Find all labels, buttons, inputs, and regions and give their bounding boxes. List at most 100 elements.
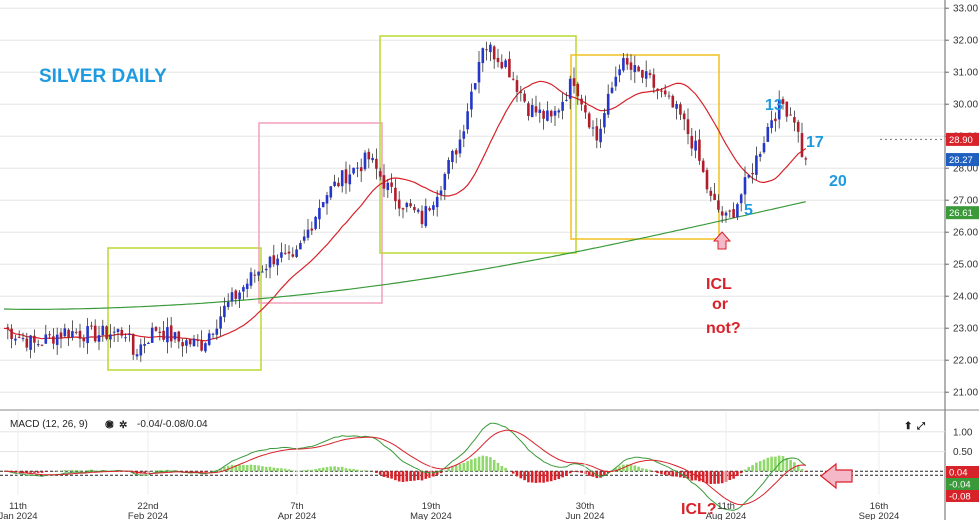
y-tick-label: 25.00 xyxy=(953,260,978,271)
macd-histogram-bar xyxy=(796,464,800,472)
count-5-label: 5 xyxy=(744,202,753,219)
macd-settings-icon[interactable]: ✲ xyxy=(119,420,127,431)
macd-histogram-bar xyxy=(238,464,241,472)
macd-histogram-bar xyxy=(33,471,36,473)
macd-histogram-bar xyxy=(774,456,777,472)
candle-body xyxy=(230,292,234,302)
macd-histogram-bar xyxy=(481,455,485,472)
candles xyxy=(6,41,808,362)
macd-histogram-bar xyxy=(682,471,686,478)
candle-body xyxy=(447,159,450,174)
icl-line-2: or xyxy=(712,296,728,313)
macd-histogram-bar xyxy=(625,464,629,472)
macd-histogram-bar xyxy=(378,471,382,475)
candle-body xyxy=(439,190,443,195)
candle-body xyxy=(150,327,154,343)
candle-body xyxy=(139,344,143,356)
candle-body xyxy=(10,328,13,339)
candle-body xyxy=(329,186,333,198)
candle-body xyxy=(686,119,690,135)
macd-histogram-bar xyxy=(679,471,682,478)
macd-pointer-arrow-icon xyxy=(820,462,853,490)
candle-body xyxy=(359,167,363,172)
macd-histogram-bar xyxy=(21,471,25,473)
macd-histogram-bar xyxy=(223,466,226,472)
candle-body xyxy=(321,202,325,208)
candle-body xyxy=(287,251,291,254)
macd-histogram-bar xyxy=(530,471,534,483)
macd-histogram-bar xyxy=(717,471,720,484)
macd-histogram-bar xyxy=(268,466,272,472)
candle-body xyxy=(128,334,131,336)
candle-body xyxy=(261,271,264,273)
candle-body xyxy=(580,98,583,105)
macd-histogram-bar xyxy=(568,471,572,474)
macd-histogram-bar xyxy=(713,471,716,484)
box-pink xyxy=(258,122,383,304)
macd-histogram-bar xyxy=(504,467,507,472)
candle-body xyxy=(401,208,405,210)
candle-body xyxy=(675,103,678,109)
macd-histogram-bar xyxy=(580,471,583,473)
macd-histogram-bar xyxy=(462,462,466,472)
candle-body xyxy=(158,331,162,333)
candle-body xyxy=(226,302,230,308)
macd-histogram-bar xyxy=(242,464,245,472)
macd-histogram-bar xyxy=(720,471,724,484)
macd-histogram-bar xyxy=(226,465,230,472)
macd-histogram-bar xyxy=(629,465,633,472)
candle-body xyxy=(614,76,618,87)
candle-body xyxy=(485,49,488,51)
macd-label: MACD (12, 26, 9) xyxy=(10,419,88,430)
macd-histogram-bar xyxy=(78,470,82,472)
macd-histogram-bar xyxy=(337,467,340,472)
macd-tick-label: 1.00 xyxy=(953,427,973,438)
candle-body xyxy=(382,175,386,189)
macd-histogram-bar xyxy=(375,471,378,473)
macd-histogram-bar xyxy=(766,457,770,472)
macd-hide-icon[interactable]: ◉ xyxy=(105,419,114,430)
candle-body xyxy=(333,181,336,186)
move-up-icon[interactable]: ⬆ xyxy=(904,421,912,432)
count-13-label: 13 xyxy=(765,97,783,114)
candle-body xyxy=(751,172,754,175)
macd-close-icon[interactable]: ✕ xyxy=(106,420,114,431)
macd-histogram-bar xyxy=(751,465,754,472)
macd-histogram-bar xyxy=(576,471,580,473)
candle-body xyxy=(679,104,682,115)
macd-histogram-bar xyxy=(432,471,435,477)
macd-histogram-bar xyxy=(660,471,663,475)
candle-body xyxy=(591,127,595,129)
candle-body xyxy=(758,154,762,157)
macd-histogram-bar xyxy=(732,471,735,479)
box-green-2 xyxy=(379,35,577,254)
macd-histogram-bar xyxy=(671,471,675,477)
macd-histogram-bar xyxy=(443,470,447,472)
date-tick-month: Feb 2024 xyxy=(128,511,168,520)
candle-body xyxy=(67,329,70,338)
macd-histogram-bar xyxy=(356,469,359,472)
macd-histogram-bar xyxy=(382,471,386,477)
candle-body xyxy=(181,342,184,347)
candle-body xyxy=(489,44,492,53)
candle-body xyxy=(337,182,340,187)
candle-body xyxy=(405,202,409,208)
candle-body xyxy=(6,327,10,330)
macd-histogram-bar xyxy=(40,471,44,473)
candle-body xyxy=(82,337,86,342)
candle-body xyxy=(109,334,112,340)
macd-histogram-bar xyxy=(557,471,561,479)
macd-histogram-bar xyxy=(344,468,348,472)
macd-histogram-bar xyxy=(561,471,564,478)
candle-body xyxy=(572,78,576,86)
candle-body xyxy=(789,114,792,116)
candle-body xyxy=(154,327,158,331)
expand-icon[interactable]: ⤢ xyxy=(917,421,925,432)
macd-histogram-bar xyxy=(485,456,488,472)
candle-body xyxy=(302,236,306,241)
icl-up-arrow-icon xyxy=(712,231,732,250)
macd-histogram-bar xyxy=(74,469,78,472)
candle-body xyxy=(371,157,374,161)
macd-histogram-bar xyxy=(800,469,804,472)
candle-body xyxy=(496,57,500,63)
